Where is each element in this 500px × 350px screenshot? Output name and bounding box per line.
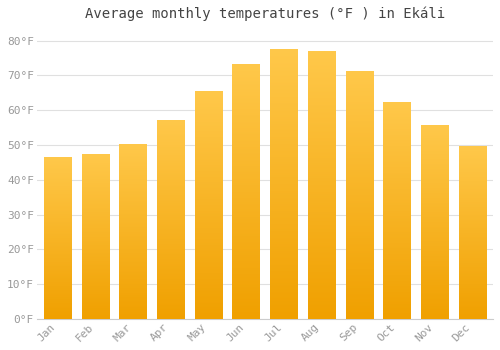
- Bar: [82, 154, 109, 319]
- Bar: [421, 126, 448, 319]
- Bar: [308, 51, 335, 319]
- Bar: [232, 64, 260, 319]
- Bar: [44, 158, 71, 319]
- Bar: [157, 121, 184, 319]
- Bar: [384, 102, 410, 319]
- Bar: [194, 91, 222, 319]
- Bar: [458, 147, 486, 319]
- Bar: [270, 49, 297, 319]
- Bar: [120, 144, 146, 319]
- Title: Average monthly temperatures (°F ) in Ekáli: Average monthly temperatures (°F ) in Ek…: [85, 7, 445, 21]
- Bar: [346, 71, 372, 319]
